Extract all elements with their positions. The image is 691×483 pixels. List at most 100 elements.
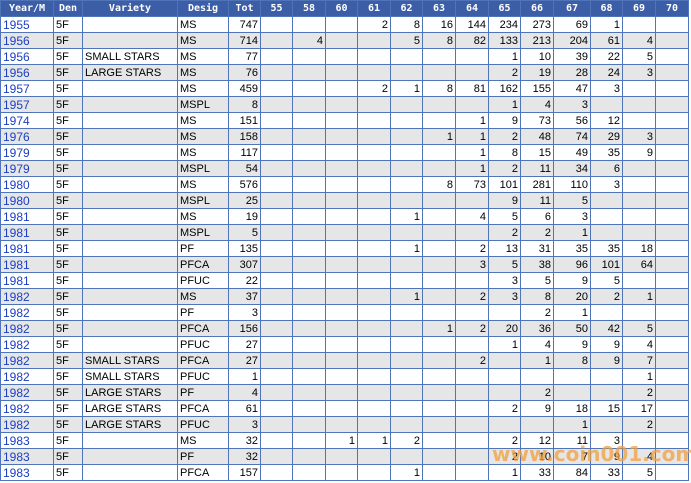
cell: [357, 128, 391, 145]
cell: [422, 464, 456, 481]
cell: [325, 320, 358, 337]
cell: [622, 112, 656, 129]
cell: [422, 48, 456, 65]
year-link[interactable]: 1981: [0, 208, 54, 225]
cell: 32: [228, 432, 261, 449]
year-link[interactable]: 1982: [0, 320, 54, 337]
cell: 5F: [53, 16, 83, 33]
cell: [325, 240, 358, 257]
cell: [655, 160, 689, 177]
year-link[interactable]: 1956: [0, 48, 54, 65]
cell: [655, 352, 689, 369]
cell: [292, 352, 326, 369]
year-link[interactable]: 1982: [0, 416, 54, 433]
cell: 5: [553, 192, 591, 209]
cell: [260, 160, 293, 177]
cell: [292, 400, 326, 417]
cell: 5F: [53, 64, 83, 81]
cell: [622, 80, 656, 97]
year-link[interactable]: 1983: [0, 448, 54, 465]
cell: [655, 128, 689, 145]
year-link[interactable]: 1983: [0, 432, 54, 449]
year-link[interactable]: 1980: [0, 192, 54, 209]
cell: 576: [228, 176, 261, 193]
cell: [422, 256, 456, 273]
year-link[interactable]: 1981: [0, 240, 54, 257]
cell: [622, 224, 656, 241]
cell: 3: [590, 80, 623, 97]
cell: [325, 144, 358, 161]
cell: 5F: [53, 288, 83, 305]
cell: MS: [177, 16, 229, 33]
year-link[interactable]: 1982: [0, 384, 54, 401]
year-link[interactable]: 1981: [0, 272, 54, 289]
year-link[interactable]: 1980: [0, 176, 54, 193]
cell: 5F: [53, 368, 83, 385]
table-row: 1981 5F PFUC 22 3 5 9 5: [0, 272, 689, 289]
cell: [357, 112, 391, 129]
cell: 8: [422, 32, 456, 49]
cell: MS: [177, 48, 229, 65]
cell: 5: [520, 272, 554, 289]
year-link[interactable]: 1979: [0, 160, 54, 177]
cell: [655, 272, 689, 289]
table-row: 1956 5F MS 714 4 5 8 82 133 213 204 61 4: [0, 32, 689, 49]
cell: 1: [422, 128, 456, 145]
cell: [390, 48, 423, 65]
cell: [325, 208, 358, 225]
cell: [422, 96, 456, 113]
cell: [260, 256, 293, 273]
cell: 16: [422, 16, 456, 33]
cell: 1: [357, 432, 391, 449]
year-link[interactable]: 1956: [0, 64, 54, 81]
cell: 38: [520, 256, 554, 273]
cell: 5F: [53, 432, 83, 449]
cell: 36: [520, 320, 554, 337]
cell: 1: [488, 336, 521, 353]
cell: [655, 240, 689, 257]
year-link[interactable]: 1957: [0, 80, 54, 97]
year-link[interactable]: 1976: [0, 128, 54, 145]
year-link[interactable]: 1982: [0, 336, 54, 353]
cell: [82, 176, 178, 193]
year-link[interactable]: 1982: [0, 288, 54, 305]
cell: 162: [488, 80, 521, 97]
cell: 73: [520, 112, 554, 129]
year-link[interactable]: 1979: [0, 144, 54, 161]
year-link[interactable]: 1983: [0, 464, 54, 481]
column-header: 55: [260, 0, 293, 17]
year-link[interactable]: 1982: [0, 352, 54, 369]
cell: [357, 336, 391, 353]
cell: 110: [553, 176, 591, 193]
cell: [357, 144, 391, 161]
cell: [325, 160, 358, 177]
cell: [82, 288, 178, 305]
column-header: 67: [553, 0, 591, 17]
cell: 4: [520, 96, 554, 113]
cell: 156: [228, 320, 261, 337]
year-link[interactable]: 1974: [0, 112, 54, 129]
cell: SMALL STARS: [82, 48, 178, 65]
cell: [82, 128, 178, 145]
cell: [357, 256, 391, 273]
year-link[interactable]: 1956: [0, 32, 54, 49]
year-link[interactable]: 1982: [0, 368, 54, 385]
year-link[interactable]: 1981: [0, 224, 54, 241]
cell: 96: [553, 256, 591, 273]
year-link[interactable]: 1982: [0, 400, 54, 417]
cell: 84: [553, 464, 591, 481]
year-link[interactable]: 1957: [0, 96, 54, 113]
column-header: Variety: [82, 0, 178, 17]
cell: [655, 112, 689, 129]
cell: [455, 400, 489, 417]
cell: 5F: [53, 464, 83, 481]
cell: 2: [455, 352, 489, 369]
year-link[interactable]: 1981: [0, 256, 54, 273]
year-link[interactable]: 1955: [0, 16, 54, 33]
cell: [325, 128, 358, 145]
cell: 5F: [53, 144, 83, 161]
year-link[interactable]: 1982: [0, 304, 54, 321]
cell: [357, 32, 391, 49]
cell: [292, 208, 326, 225]
cell: 1: [622, 288, 656, 305]
